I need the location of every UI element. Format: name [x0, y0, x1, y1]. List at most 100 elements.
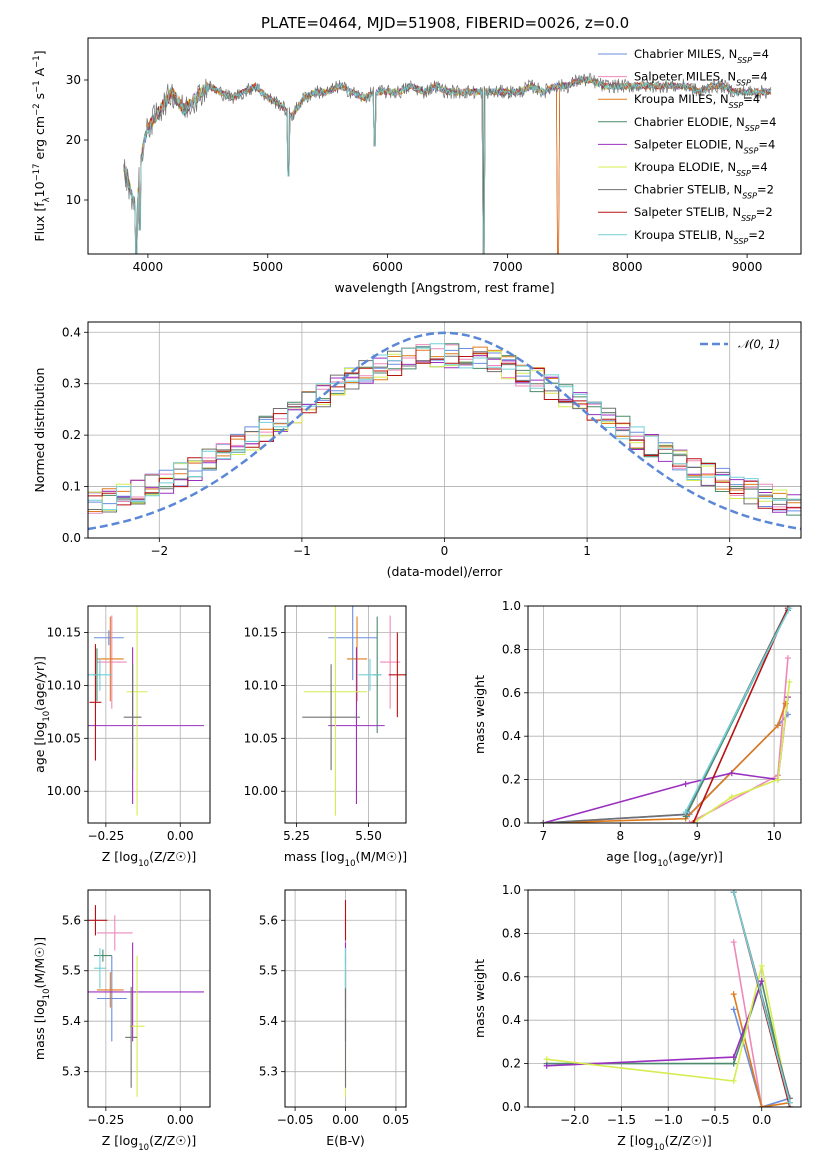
chart-age-vs-Z: −0.25 0.00 10.00 10.05 10.10 10.15 Z [log10(Z/…	[32, 605, 211, 869]
errorbar-point	[93, 948, 106, 989]
x-tick-label: −1.0	[654, 1113, 683, 1127]
y-axis-label: age [log10(age/yr)]	[32, 656, 52, 773]
errorbar-point	[328, 606, 378, 681]
errorbar-point	[88, 905, 108, 936]
weight-marker	[728, 770, 735, 777]
legend-label: Kroupa ELODIE, NSSP=4	[634, 160, 768, 178]
weight-marker	[682, 809, 689, 816]
y-tick-label: 0.8	[502, 642, 521, 656]
x-tick-label: 6000	[372, 260, 403, 274]
errorbar-point	[89, 644, 102, 761]
weight-line-8	[684, 607, 791, 813]
x-tick-label: 0.00	[167, 1113, 194, 1127]
y-tick-label: 10.15	[244, 625, 278, 639]
weight-marker	[730, 991, 737, 998]
plot-area	[88, 606, 205, 816]
y-tick-label: 10.05	[47, 731, 81, 745]
axes-frame	[87, 605, 211, 824]
legend-label: Kroupa MILES, NSSP=4	[634, 92, 760, 110]
y-tick-label: 0.2	[502, 773, 521, 787]
x-tick-label: 0.0	[752, 1113, 771, 1127]
errorbar-point	[93, 630, 124, 646]
weight-marker	[682, 780, 689, 787]
y-tick-label: 0.3	[62, 377, 81, 391]
weight-marker	[758, 978, 765, 985]
spectrum-line-2	[123, 76, 772, 254]
x-tick-label: −1.5	[607, 1113, 636, 1127]
y-tick-label: 10.15	[47, 625, 81, 639]
weight-line-5	[692, 681, 791, 823]
weight-marker	[774, 722, 781, 729]
y-tick-label: 0.6	[502, 686, 521, 700]
y-tick-label: 0.8	[502, 926, 521, 940]
spectrum-line-8	[123, 75, 772, 254]
y-axis-label: mass weight	[472, 675, 487, 754]
x-tick-label: −0.5	[700, 1113, 729, 1127]
y-tick-label: 20	[66, 133, 81, 147]
y-tick-label: 10	[66, 193, 81, 207]
errorbar-point	[96, 972, 124, 1008]
errorbar-point	[126, 606, 148, 816]
chart-spectrum: 4000 5000 6000 7000 8000 9000 10 20 30 wavelength…	[32, 37, 802, 295]
errorbar-point	[123, 664, 142, 771]
chart-age-vs-mass: 5.25 5.50 10.00 10.05 10.10 10.15 mass [log10(…	[244, 605, 407, 869]
x-axis-label: (data-model)/error	[387, 564, 504, 579]
legend-label: Chabrier MILES, NSSP=4	[634, 47, 769, 65]
x-axis-label: Z [log10(Z/Z☉)]	[102, 849, 197, 869]
plot-area	[88, 905, 205, 1097]
axes-frame	[87, 37, 802, 255]
y-tick-label: 0.4	[62, 325, 81, 339]
y-tick-label: 1.0	[502, 883, 521, 897]
y-axis-label: Flux [fλ10−17 erg cm−2 s−1 A−1]	[32, 50, 52, 241]
plot-area	[543, 890, 793, 1107]
errorbar-point	[96, 955, 127, 1042]
x-tick-label: 7000	[492, 260, 523, 274]
plots-container: 4000 5000 6000 7000 8000 9000102030wavelength…	[32, 37, 802, 1153]
plot-area	[123, 72, 772, 254]
errorbar-point	[358, 658, 382, 691]
x-axis-label: E(B-V)	[326, 1133, 365, 1148]
y-tick-label: 0.0	[502, 816, 521, 830]
weight-line-4	[546, 980, 763, 1067]
x-tick-label: 5.50	[355, 829, 382, 843]
y-tick-label: 10.10	[47, 678, 81, 692]
weight-line-8	[732, 891, 791, 1103]
spectrum-line-6	[123, 72, 772, 254]
weight-marker	[728, 793, 735, 800]
legend-label: Chabrier STELIB, NSSP=2	[634, 183, 774, 201]
x-tick-label: 10	[766, 829, 781, 843]
weight-marker	[540, 820, 547, 823]
errorbar-point	[96, 615, 127, 709]
x-tick-label: 5000	[252, 260, 283, 274]
errorbar-point	[302, 664, 360, 771]
axes-frame	[87, 889, 211, 1108]
y-tick-label: 0.2	[502, 1057, 521, 1071]
legend-label: Kroupa STELIB, NSSP=2	[634, 228, 765, 246]
x-axis-label: Z [log10(Z/Z☉)]	[617, 1133, 712, 1153]
x-tick-label: 8000	[612, 260, 643, 274]
weight-marker	[730, 1077, 737, 1084]
y-tick-label: 30	[66, 73, 81, 87]
errorbar-point	[303, 606, 368, 816]
y-tick-label: 0.4	[502, 729, 521, 743]
y-tick-label: 0.0	[502, 1100, 521, 1114]
x-tick-label: −1	[293, 544, 311, 558]
weight-marker	[730, 1006, 737, 1013]
y-tick-label: 0.6	[502, 970, 521, 984]
x-axis-label: Z [log10(Z/Z☉)]	[102, 1133, 197, 1153]
weight-marker	[786, 678, 793, 685]
y-tick-label: 0.2	[62, 428, 81, 442]
x-tick-label: 2	[726, 544, 734, 558]
x-tick-label: −2	[150, 544, 168, 558]
weight-marker	[786, 1099, 793, 1106]
weight-marker	[730, 939, 737, 946]
y-axis-label: mass [log10(M/M☉)]	[32, 937, 52, 1060]
y-tick-label: 5.6	[62, 913, 81, 927]
plot-area	[88, 331, 801, 531]
y-axis-label: mass weight	[472, 959, 487, 1038]
x-tick-label: 9000	[732, 260, 763, 274]
x-tick-label: 4000	[133, 260, 164, 274]
axes-frame	[527, 605, 802, 824]
legend-label: Chabrier ELODIE, NSSP=4	[634, 115, 776, 133]
errorbar-point	[388, 632, 406, 718]
